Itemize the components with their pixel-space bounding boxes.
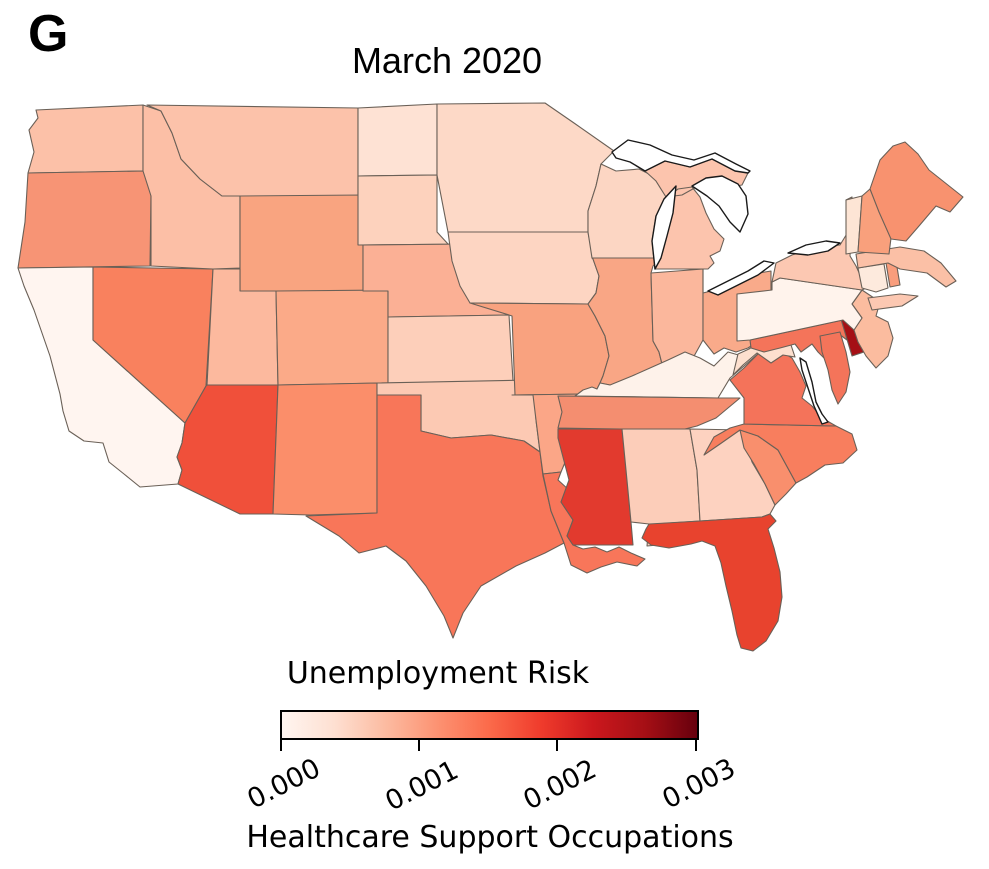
colorbar-tick-2 xyxy=(556,738,558,751)
state-MA: Massachusetts: 0.0007 xyxy=(855,246,957,288)
map-title: March 2020 xyxy=(351,40,543,81)
state-WY: Wyoming: 0.0011 xyxy=(239,194,364,292)
chesapeake-bay xyxy=(799,357,829,425)
state-WA: Washington: 0.00065 xyxy=(27,104,144,174)
colorbar-tick-3 xyxy=(695,738,697,751)
state-CT: Connecticut: 0.0002 xyxy=(857,263,889,293)
colorbar-tick-1 xyxy=(418,738,420,751)
colorbar-axis-label: Healthcare Support Occupations xyxy=(246,820,734,855)
delmarva-eastern-shore xyxy=(819,331,851,405)
state-IA: Iowa: 0.00045 xyxy=(447,231,600,305)
state-NM: New Mexico: 0.0015 xyxy=(272,382,378,516)
state-PA: Pennsylvania: 0.00008 xyxy=(736,277,863,342)
lake-erie xyxy=(707,260,775,296)
state-ME: Maine: 0.0013 xyxy=(869,141,964,242)
state-ND: North Dakota: 0.0003 xyxy=(357,103,438,177)
lake-huron xyxy=(691,175,749,233)
state-TN: Tennessee: 0.0013 xyxy=(557,395,741,431)
lake-superior xyxy=(611,139,751,174)
state-NC: North Carolina: 0.0015 xyxy=(703,423,858,484)
panel-letter: G xyxy=(28,5,69,63)
colorbar-tick-0 xyxy=(280,738,282,751)
state-OR: Oregon: 0.0012 xyxy=(17,170,152,269)
state-CO: Colorado: 0.001 xyxy=(275,289,389,386)
colorbar-title: Unemployment Risk xyxy=(286,656,590,691)
colorbar-gradient xyxy=(280,710,699,740)
state-VA: Virginia: 0.0016 xyxy=(729,351,837,427)
state-FL: Florida: 0.0021 xyxy=(641,513,783,652)
lake-ontario xyxy=(787,240,841,256)
state-TX: Texas: 0.0017 xyxy=(305,394,565,639)
state-KS: Kansas: 0.0005 xyxy=(387,314,514,384)
state-IN: Indiana: 0.0008 xyxy=(650,268,704,369)
lake-michigan xyxy=(651,185,677,270)
